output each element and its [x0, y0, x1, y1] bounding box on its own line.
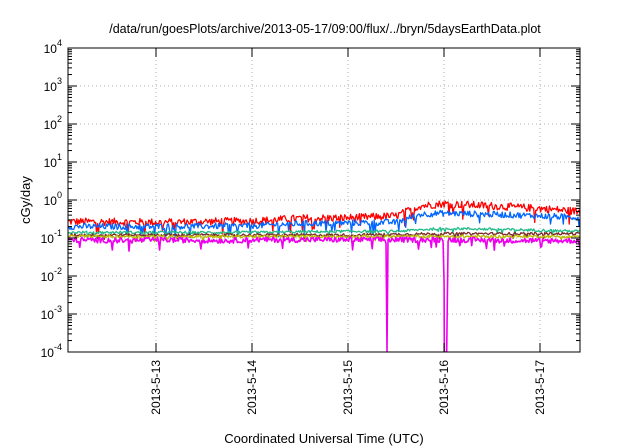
- series-line: [68, 236, 580, 352]
- y-tick-label: 101: [44, 152, 62, 170]
- y-tick-label: 10-2: [41, 266, 62, 284]
- y-tick-label: 10-3: [41, 304, 62, 322]
- plot-series: [68, 200, 580, 352]
- x-axis: 2013-5-13 2013-5-14 2013-5-15 2013-5-16 2013…: [149, 48, 547, 415]
- series-line: [68, 226, 580, 239]
- y-tick-label: 10-4: [41, 342, 62, 360]
- x-tick-label: 2013-5-16: [437, 360, 451, 415]
- series-line: [68, 234, 580, 243]
- y-tick-label: 100: [44, 190, 62, 208]
- y-tick-label: 104: [44, 38, 62, 56]
- chart-title: /data/run/goesPlots/archive/2013-05-17/0…: [109, 22, 541, 36]
- y-tick-label: 102: [44, 114, 62, 132]
- x-tick-label: 2013-5-17: [533, 360, 547, 415]
- y-axis-label: cGy/day: [18, 176, 33, 224]
- y-tick-label: 10-1: [41, 228, 62, 246]
- x-tick-label: 2013-5-13: [149, 360, 163, 415]
- y-tick-label: 103: [44, 76, 62, 94]
- series-line: [68, 200, 580, 236]
- plot-grid: [68, 48, 580, 352]
- x-tick-label: 2013-5-14: [245, 360, 259, 415]
- x-tick-label: 2013-5-15: [341, 360, 355, 415]
- series-line: [68, 209, 580, 239]
- x-axis-label: Coordinated Universal Time (UTC): [224, 431, 423, 446]
- y-axis: 10-4 10-3 10-2 10-1 100 101 102 103 104: [41, 38, 580, 360]
